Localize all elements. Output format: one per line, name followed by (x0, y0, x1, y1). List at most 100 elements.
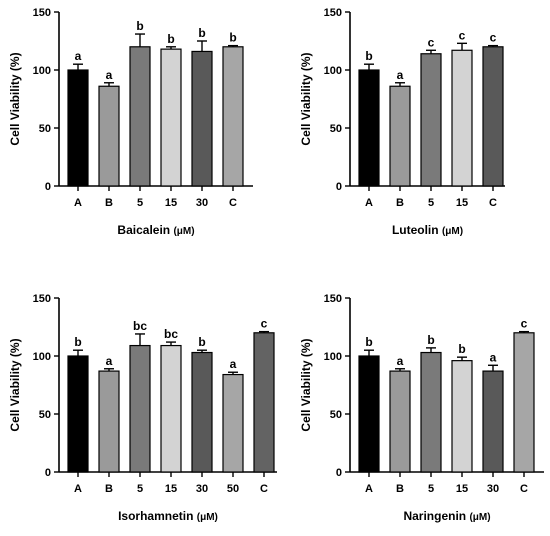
x-tick-label: A (74, 483, 82, 495)
significance-label: a (397, 354, 404, 368)
significance-label: a (490, 350, 497, 364)
significance-label: b (74, 335, 81, 349)
bar-15 (451, 49, 473, 187)
bar-A (67, 69, 89, 187)
y-tick-label: 150 (33, 293, 51, 305)
bar-C (253, 332, 275, 473)
x-tick-label: 30 (196, 483, 208, 495)
x-tick-label: 5 (428, 483, 434, 495)
significance-label: b (365, 49, 372, 63)
x-tick-label: 15 (456, 197, 468, 209)
significance-label: a (230, 357, 237, 371)
x-tick-label: A (74, 197, 82, 209)
significance-label: c (261, 317, 268, 331)
significance-label: b (427, 333, 434, 347)
x-axis-unit: (μM) (442, 226, 463, 237)
x-tick-label: 5 (137, 197, 143, 209)
significance-label: b (136, 19, 143, 33)
x-tick-label: 15 (165, 197, 177, 209)
y-tick-label: 0 (45, 181, 51, 193)
chart-panel-4: 0 50 100 150 Cell Viability (%) b Aa Bb 5 b 15 a 30 c… (299, 293, 544, 523)
bar-5 (420, 351, 442, 473)
x-axis-unit: (μM) (173, 226, 194, 237)
bar-30 (191, 351, 213, 473)
significance-label: b (198, 26, 205, 40)
chart-panel-3: 0 50 100 150 Cell Viability (%) b Aa Bbc 5 bc 15 b 3… (8, 293, 277, 523)
bar-15 (160, 48, 182, 187)
bar-5 (129, 46, 151, 187)
x-axis-unit: (μM) (197, 512, 218, 523)
x-tick-label: 30 (487, 483, 499, 495)
x-axis-label: Isorhamnetin (μM) (118, 509, 218, 523)
x-tick-label: 15 (456, 483, 468, 495)
x-tick-label: A (365, 483, 373, 495)
x-tick-label: A (365, 197, 373, 209)
x-axis-label: Naringenin (μM) (403, 509, 490, 523)
x-tick-label: 5 (137, 483, 143, 495)
bar-B (389, 370, 411, 473)
x-tick-label: B (105, 197, 113, 209)
x-tick-label: 5 (428, 197, 434, 209)
significance-label: b (229, 31, 236, 45)
x-axis-unit: (μM) (469, 512, 490, 523)
y-tick-label: 100 (33, 65, 51, 77)
y-tick-label: 50 (39, 123, 51, 135)
x-tick-label: C (489, 197, 497, 209)
bar-30 (482, 370, 504, 473)
y-tick-label: 50 (330, 123, 342, 135)
bar-B (98, 85, 120, 187)
bar-A (67, 355, 89, 473)
significance-label: c (428, 35, 435, 49)
bar-30 (191, 50, 213, 187)
y-axis-label: Cell Viability (%) (8, 338, 22, 431)
x-tick-label: C (520, 483, 528, 495)
bar-50 (222, 373, 244, 473)
y-tick-label: 150 (324, 293, 342, 305)
x-tick-label: 15 (165, 483, 177, 495)
bar-B (389, 85, 411, 187)
y-tick-label: 0 (336, 467, 342, 479)
y-tick-label: 50 (39, 409, 51, 421)
x-tick-label: C (229, 197, 237, 209)
x-tick-label: B (396, 197, 404, 209)
x-tick-label: C (260, 483, 268, 495)
bar-A (358, 69, 380, 187)
bar-5 (420, 53, 442, 187)
significance-label: a (106, 354, 113, 368)
significance-label: b (198, 335, 205, 349)
x-tick-label: B (105, 483, 113, 495)
y-tick-label: 0 (45, 467, 51, 479)
bar-C (513, 332, 535, 473)
y-axis-label: Cell Viability (%) (8, 52, 22, 145)
y-tick-label: 0 (336, 181, 342, 193)
x-axis-label: Baicalein (μM) (117, 223, 194, 237)
chart-panel-2: 0 50 100 150 Cell Viability (%) b Aa Bc 5 c 15 c C Lu… (299, 7, 505, 237)
significance-label: b (167, 32, 174, 46)
x-tick-label: 50 (227, 483, 239, 495)
x-tick-label: B (396, 483, 404, 495)
y-axis-label: Cell Viability (%) (299, 52, 313, 145)
significance-label: a (75, 49, 82, 63)
y-tick-label: 100 (33, 351, 51, 363)
bar-15 (160, 344, 182, 473)
significance-label: a (397, 68, 404, 82)
significance-label: c (490, 31, 497, 45)
bar-A (358, 355, 380, 473)
bar-5 (129, 344, 151, 473)
bar-C (222, 46, 244, 187)
bar-C (482, 46, 504, 187)
y-tick-label: 100 (324, 351, 342, 363)
bar-15 (451, 360, 473, 473)
bar-B (98, 370, 120, 473)
x-axis-label: Luteolin (μM) (392, 223, 463, 237)
significance-label: bc (164, 327, 178, 341)
y-axis-label: Cell Viability (%) (299, 338, 313, 431)
significance-label: bc (133, 319, 147, 333)
y-tick-label: 50 (330, 409, 342, 421)
significance-label: c (521, 317, 528, 331)
chart-panel-1: 0 50 100 150 Cell Viability (%) a Aa Bb 5 b 15 b 30 b… (8, 7, 253, 237)
significance-label: b (458, 342, 465, 356)
x-tick-label: 30 (196, 197, 208, 209)
